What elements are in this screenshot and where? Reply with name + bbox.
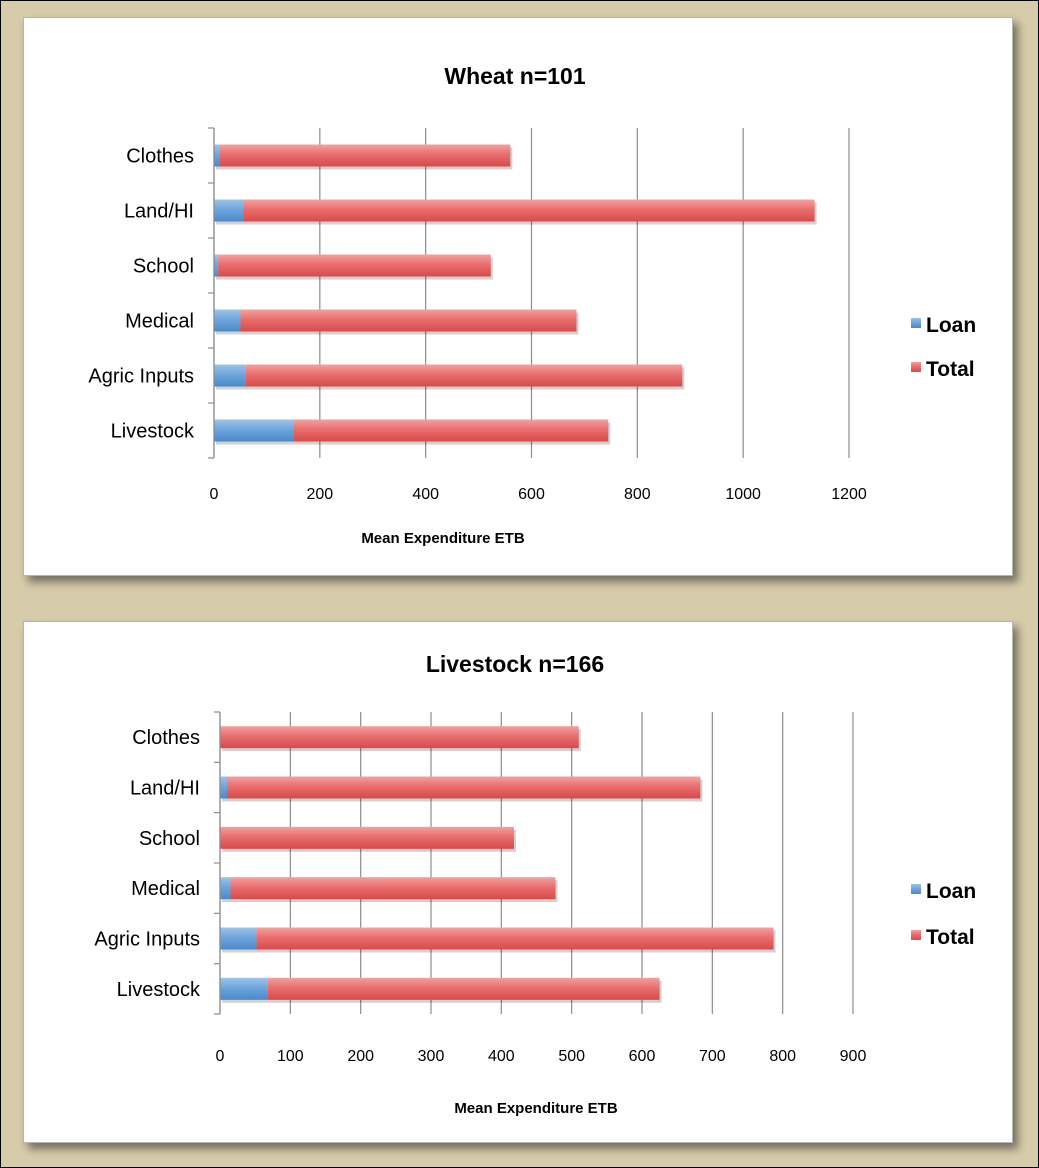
legend-label-loan: Loan	[926, 314, 976, 337]
x-tick-label: 0	[216, 1048, 225, 1065]
bar-total	[220, 826, 514, 849]
livestock-chart-panel: Livestock n=166 Mean Expenditure ETB 0 10…	[23, 621, 1013, 1143]
legend-swatch-loan	[911, 318, 921, 328]
x-tick-label: 1200	[831, 486, 867, 503]
bar-total	[267, 977, 660, 1000]
category-label: Medical	[131, 878, 200, 900]
bar-total	[230, 877, 556, 900]
x-tick-label: 600	[629, 1048, 656, 1065]
x-tick-label: 100	[277, 1048, 304, 1065]
category-label: School	[139, 828, 200, 850]
x-tick-label: 600	[518, 486, 545, 503]
x-tick-label: 300	[418, 1048, 445, 1065]
x-tick-label: 400	[488, 1048, 515, 1065]
bar-total	[219, 144, 511, 167]
legend-swatch-loan	[911, 884, 921, 894]
x-tick-label: 500	[558, 1048, 585, 1065]
legend-label-loan: Loan	[926, 880, 976, 903]
category-label: Clothes	[126, 146, 194, 168]
category-label: Agric Inputs	[88, 366, 194, 388]
x-axis-label: Mean Expenditure ETB	[454, 1100, 618, 1117]
bar-total	[240, 309, 577, 332]
x-tick-label: 800	[769, 1048, 796, 1065]
x-tick-label: 0	[210, 486, 219, 503]
category-label: Land/HI	[130, 778, 200, 800]
bar-loan	[214, 364, 246, 387]
category-label: Livestock	[117, 979, 201, 1001]
x-tick-label: 700	[699, 1048, 726, 1065]
wheat-chart-panel: Wheat n=101 Mean Expenditure ETB 0 200 400…	[23, 17, 1013, 576]
wheat-chart: Wheat n=101 Mean Expenditure ETB 0 200 400…	[88, 63, 976, 547]
bar-total	[293, 419, 609, 442]
category-label: School	[133, 256, 194, 278]
bar-total	[245, 364, 683, 387]
bar-total	[218, 254, 491, 277]
x-tick-label: 200	[306, 486, 333, 503]
bar-loan	[220, 877, 231, 900]
x-tick-label: 800	[624, 486, 651, 503]
bar-loan	[220, 776, 228, 799]
chart-title: Livestock n=166	[426, 651, 604, 677]
bar-loan	[214, 199, 244, 222]
category-label: Clothes	[132, 727, 200, 749]
category-label: Land/HI	[124, 201, 194, 223]
x-tick-label: 200	[347, 1048, 374, 1065]
bar-total	[227, 776, 701, 799]
bar-loan	[220, 927, 257, 950]
bar-loan	[214, 419, 294, 442]
livestock-chart: Livestock n=166 Mean Expenditure ETB 0 10…	[94, 651, 976, 1117]
legend-swatch-total	[911, 362, 921, 372]
x-axis-label: Mean Expenditure ETB	[361, 530, 525, 547]
bar-total	[256, 927, 774, 950]
x-tick-label: 400	[412, 486, 439, 503]
chart-title: Wheat n=101	[444, 63, 585, 89]
category-label: Agric Inputs	[94, 929, 200, 951]
category-label: Livestock	[111, 421, 195, 443]
legend-label-total: Total	[926, 926, 975, 949]
bar-total	[243, 199, 815, 222]
bar-loan	[214, 254, 219, 277]
legend-label-total: Total	[926, 358, 975, 381]
bar-loan	[214, 144, 220, 167]
bar-loan	[214, 309, 241, 332]
x-tick-label: 900	[840, 1048, 867, 1065]
x-tick-label: 1000	[725, 486, 761, 503]
bar-total	[220, 726, 579, 749]
bar-loan	[220, 977, 268, 1000]
legend-swatch-total	[911, 930, 921, 940]
category-label: Medical	[125, 311, 194, 333]
